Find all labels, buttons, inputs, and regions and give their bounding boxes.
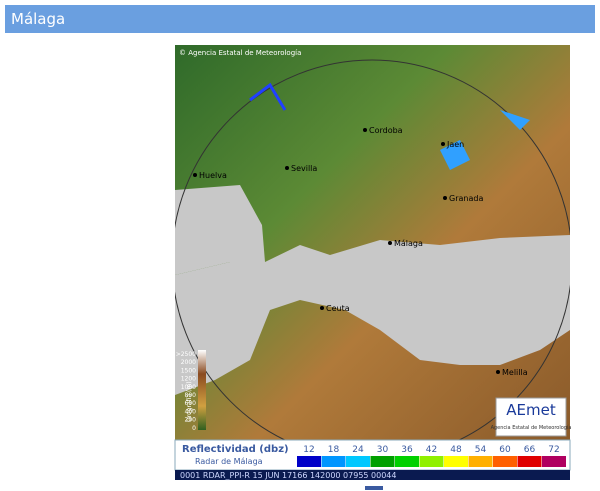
city-dot (193, 173, 197, 177)
legend-tick: 54 (475, 445, 487, 455)
status: 0001 RDAR_PPI-R 15 JUN 17166 142000 0795… (180, 471, 397, 480)
echo (249, 82, 287, 111)
pager[interactable] (365, 486, 383, 490)
legend-tick: 18 (328, 445, 340, 455)
orography-label: 800 (185, 392, 197, 399)
legend-swatch (419, 456, 444, 467)
city-label: Jaen (446, 140, 464, 149)
legend-swatch (444, 456, 468, 467)
city-dot (388, 241, 392, 245)
orography-title: Orografía (m) (186, 381, 193, 422)
orography-label: 200 (185, 417, 197, 424)
orography-label: 1200 (181, 376, 196, 383)
orography-label: 400 (185, 408, 197, 415)
legend-tick: 42 (426, 445, 437, 455)
orography-label: 1500 (181, 367, 196, 374)
legend-swatch (517, 456, 542, 467)
atlantic (175, 185, 265, 275)
echo (500, 110, 530, 130)
city-dot (496, 370, 500, 374)
city-label: Melilla (502, 368, 528, 377)
city-label: Granada (449, 194, 483, 203)
status-bar (175, 470, 570, 480)
orography-label: 600 (185, 400, 197, 407)
city-label: Ceuta (326, 304, 350, 313)
city-label: Huelva (199, 171, 227, 180)
legend-swatch (370, 456, 395, 467)
city-dot (443, 196, 447, 200)
legend-swatch (542, 456, 566, 467)
header: Málaga (5, 5, 595, 33)
logo: AEmet (506, 401, 556, 419)
legend-swatch (493, 456, 517, 467)
sea (175, 235, 570, 395)
legend-swatch (321, 456, 346, 467)
legend-tick: 36 (401, 445, 413, 455)
orography-label: 0 (192, 425, 196, 432)
logo-box (495, 397, 567, 437)
legend-title: Reflectividad (dbz) (182, 444, 289, 455)
city-dot (320, 306, 324, 310)
header-title: Málaga (11, 10, 66, 28)
legend-tick: 12 (303, 445, 314, 455)
legend-swatch (297, 456, 321, 467)
legend-tick: 66 (524, 445, 536, 455)
orography-scale (198, 350, 206, 430)
legend-tick: 24 (352, 445, 364, 455)
legend-tick: 72 (548, 445, 559, 455)
map (175, 45, 570, 440)
city-label: Málaga (394, 239, 423, 248)
city-label: Sevilla (291, 164, 317, 173)
orography-label: >2500 (176, 351, 196, 358)
city-dot (441, 142, 445, 146)
radar-range (175, 59, 570, 440)
orography-label: 2000 (181, 359, 196, 366)
legend-subtitle: Radar de Málaga (195, 457, 263, 466)
legend-tick: 48 (450, 445, 462, 455)
legend-tick: 60 (499, 445, 511, 455)
city-dot (363, 128, 367, 132)
logo-subtitle: Agencia Estatal de Meteorología (491, 424, 572, 431)
legend-swatch (468, 456, 493, 467)
legend-swatch (395, 456, 419, 467)
city-dot (285, 166, 289, 170)
echo (440, 140, 470, 170)
legend-tick: 30 (377, 445, 389, 455)
legend-swatch (346, 456, 370, 467)
orography-label: 1000 (181, 384, 196, 391)
copyright: © Agencia Estatal de Meteorología (179, 49, 301, 57)
city-label: Cordoba (369, 126, 403, 135)
